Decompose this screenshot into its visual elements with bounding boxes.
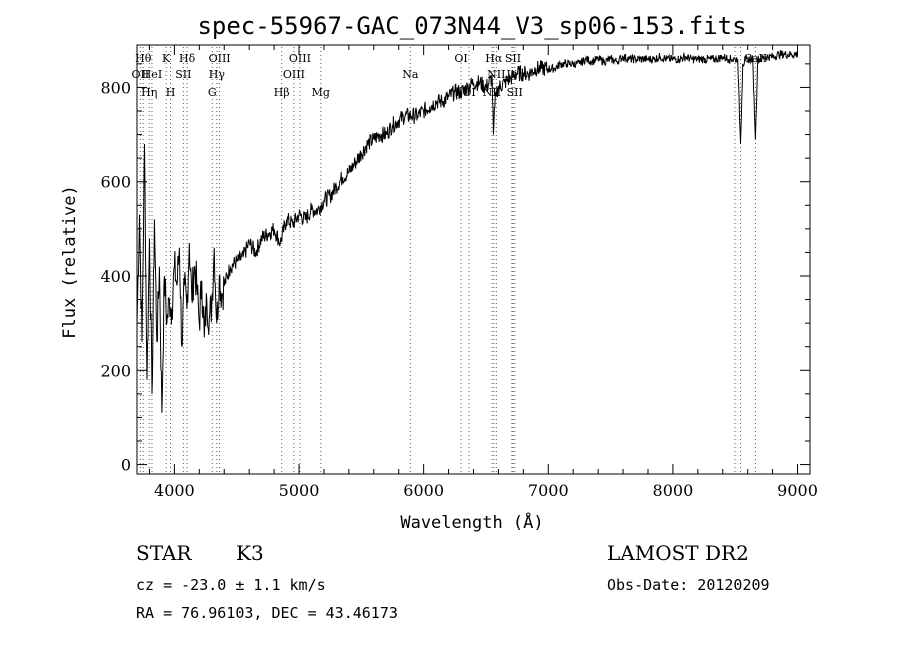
x-tick-label: 4000 xyxy=(154,481,195,500)
marker-label: Hγ xyxy=(209,68,226,81)
marker-label: OIII xyxy=(209,52,231,65)
marker-label: Hβ xyxy=(274,86,290,99)
marker-label: G xyxy=(208,86,217,99)
marker-label: OIII xyxy=(289,52,311,65)
marker-label: Hθ xyxy=(135,52,152,65)
marker-label: SII xyxy=(507,86,523,99)
marker-label: SII xyxy=(175,68,191,81)
y-axis-ticks: 0 200 400 600 800 xyxy=(100,63,810,475)
marker-label: H xyxy=(166,86,176,99)
marker-label: Hδ xyxy=(179,52,196,65)
x-axis-ticks: 4000 5000 6000 7000 8000 9000 xyxy=(148,45,818,500)
y-tick-label: 200 xyxy=(100,361,131,380)
marker-label: K xyxy=(162,52,171,65)
x-tick-label: 8000 xyxy=(653,481,694,500)
marker-label: Na xyxy=(402,68,419,81)
marker-label: Hη xyxy=(141,86,157,99)
y-tick-label: 800 xyxy=(100,78,131,97)
marker-label: OII xyxy=(132,68,150,81)
marker-label: SII xyxy=(505,52,521,65)
x-tick-label: 5000 xyxy=(279,481,320,500)
object-class: STAR xyxy=(136,541,192,565)
y-axis-label: Flux (relative) xyxy=(60,185,80,339)
y-tick-label: 600 xyxy=(100,173,131,192)
survey-name: LAMOST DR2 xyxy=(607,541,749,565)
marker-label: Hα xyxy=(485,52,503,65)
redshift-velocity: cz = -23.0 ± 1.1 km/s xyxy=(136,576,326,594)
y-tick-label: 0 xyxy=(121,456,131,475)
x-tick-label: 9000 xyxy=(777,481,818,500)
x-tick-label: 6000 xyxy=(403,481,444,500)
object-subclass: K3 xyxy=(236,541,264,565)
marker-label: OI xyxy=(454,52,467,65)
observation-date: Obs-Date: 20120209 xyxy=(607,576,770,594)
spectrum-line xyxy=(136,50,798,413)
marker-label: OIII xyxy=(283,68,305,81)
marker-label: Mg xyxy=(312,86,330,99)
y-tick-label: 400 xyxy=(100,267,131,286)
x-tick-label: 7000 xyxy=(528,481,569,500)
marker-label: HeI xyxy=(142,68,162,81)
coordinates: RA = 76.96103, DEC = 43.46173 xyxy=(136,604,398,622)
line-markers xyxy=(139,47,756,472)
marker-label: NII xyxy=(487,68,505,81)
x-axis-label: Wavelength (Å) xyxy=(400,511,543,533)
chart-title: spec-55967-GAC_073N44_V3_sp06-153.fits xyxy=(197,12,746,40)
